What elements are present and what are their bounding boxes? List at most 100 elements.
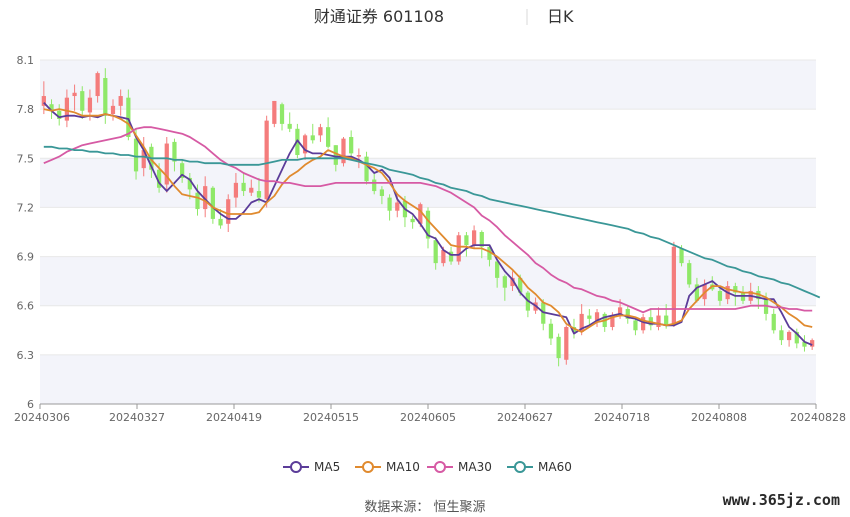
candle-body: [187, 177, 192, 190]
x-tick-label: 20240828: [790, 411, 846, 424]
candle-body: [810, 340, 815, 347]
y-axis-ticks: 8.1 7.8 7.5 7.2 6.9 6.6 6.3 6: [17, 54, 35, 411]
y-tick-label: 6.9: [17, 251, 35, 264]
line-ma5: [43, 101, 813, 346]
candle-body: [195, 192, 200, 210]
data-source: 数据来源： 恒生聚源: [364, 500, 485, 515]
candle-body: [425, 210, 431, 239]
candle-body: [364, 156, 369, 182]
grid-band: [40, 256, 816, 306]
candle-body: [456, 235, 461, 262]
candle-body: [518, 277, 523, 293]
candle-body: [679, 248, 684, 264]
legend-label: MA30: [458, 460, 492, 474]
line-ma60: [43, 145, 821, 299]
grid-band: [40, 354, 816, 404]
y-tick-label: 6: [27, 398, 34, 411]
legend-marker: [290, 461, 302, 473]
candlesticks: [41, 68, 815, 367]
candle-body: [356, 155, 361, 157]
candle-body: [287, 123, 292, 129]
candle-body: [802, 341, 807, 347]
candle-body: [333, 145, 338, 165]
candle-body: [379, 189, 385, 196]
background-bands: [40, 60, 816, 404]
x-tick-label: 20240515: [303, 411, 359, 424]
candle-body: [49, 104, 54, 111]
candle-body: [64, 97, 70, 121]
candle-body: [264, 120, 269, 200]
candle-body: [395, 202, 400, 211]
candle-body: [564, 327, 569, 360]
candle-body: [587, 315, 592, 319]
candle-body: [57, 110, 62, 119]
candle-body: [617, 307, 623, 314]
candle-body: [226, 199, 231, 224]
y-tick-label: 6.3: [17, 349, 35, 362]
candle-body: [633, 320, 638, 331]
candle-body: [641, 317, 646, 331]
candle-body: [495, 261, 500, 278]
candle-body: [203, 186, 208, 210]
candle-body: [349, 136, 354, 154]
candle-body: [241, 182, 246, 192]
candle-body: [771, 313, 776, 331]
candle-body: [433, 240, 438, 264]
chart-title-stock: 财通证券 601108: [314, 7, 444, 26]
legend-label: MA60: [538, 460, 572, 474]
candle-body: [410, 218, 415, 223]
candle-body: [502, 276, 507, 288]
y-tick-label: 7.8: [17, 103, 35, 116]
candle-body: [103, 78, 108, 116]
candle-body: [80, 91, 85, 111]
candle-body: [126, 97, 131, 137]
candle-body: [164, 143, 169, 185]
candle-body: [141, 150, 146, 169]
candle-body: [671, 246, 676, 326]
x-tick-label: 20240306: [14, 411, 70, 424]
chart-title-period: 日K: [547, 7, 574, 26]
candle-body: [779, 330, 784, 341]
candle-body: [471, 230, 477, 246]
y-tick-label: 6.6: [17, 300, 35, 313]
candle-body: [318, 127, 323, 136]
candle-body: [233, 182, 239, 198]
candle-body: [218, 218, 223, 226]
candle-body: [41, 96, 46, 106]
candle-body: [95, 73, 100, 97]
candle-body: [556, 336, 561, 359]
candle-body: [210, 187, 215, 219]
candle-body: [441, 250, 446, 264]
candle-body: [180, 163, 185, 178]
candle-body: [548, 323, 554, 339]
candle-body: [579, 313, 584, 332]
candle-body: [310, 135, 315, 141]
x-tick-label: 20240327: [109, 411, 165, 424]
candle-body: [272, 100, 277, 124]
candle-body: [625, 308, 630, 319]
legend-marker: [362, 461, 374, 473]
candle-body: [172, 141, 177, 162]
grid-band: [40, 60, 816, 110]
candle-body: [448, 251, 454, 262]
candle-body: [479, 232, 484, 247]
candle-body: [256, 191, 262, 198]
legend-marker: [434, 461, 446, 473]
x-axis-ticks: 20240306 20240327 20240419 20240515 20240605…: [14, 404, 846, 424]
candle-body: [279, 104, 285, 124]
candle-body: [694, 284, 700, 301]
candle-body: [156, 169, 162, 188]
candle-body: [687, 263, 692, 285]
candle-body: [249, 187, 254, 193]
candle-body: [72, 92, 77, 97]
line-ma10: [43, 108, 813, 333]
x-tick-label: 20240808: [691, 411, 747, 424]
candle-body: [464, 235, 469, 246]
candle-body: [610, 315, 615, 328]
line-ma30: [43, 126, 813, 314]
candle-body: [302, 135, 308, 154]
y-tick-label: 7.2: [17, 201, 35, 214]
y-tick-label: 7.5: [17, 152, 35, 165]
candle-body: [510, 277, 515, 287]
x-tick-label: 20240419: [206, 411, 262, 424]
